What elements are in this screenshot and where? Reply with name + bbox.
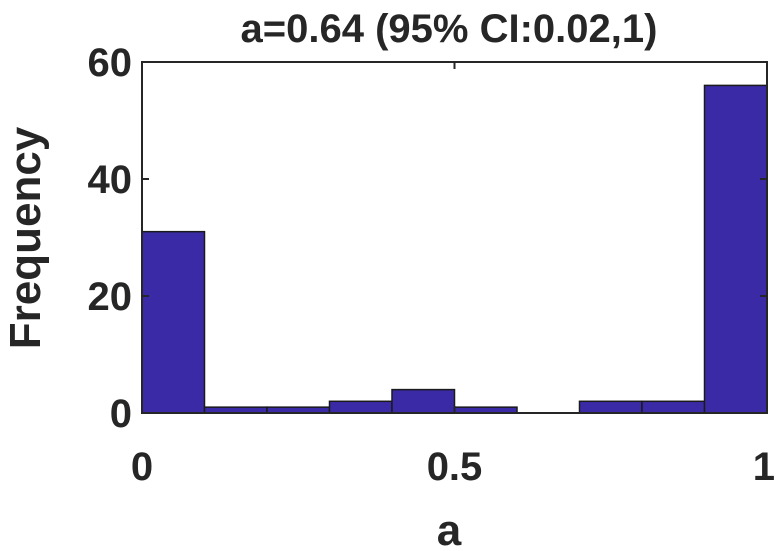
histogram-bar-5 [391,388,456,414]
x-tick-label: 0.5 [427,445,483,489]
y-axis-label: Frequency [1,126,50,349]
histogram-bar-10 [703,84,768,414]
x-tick-label: 1 [753,445,775,489]
histogram-bar-4 [328,400,393,414]
histogram-bar-9 [641,400,706,414]
x-tick-label: 0 [131,445,153,489]
y-tick-label: 60 [88,41,133,85]
x-axis-label: a [437,506,462,551]
bars-group [141,84,768,414]
chart-title: a=0.64 (95% CI:0.02,1) [241,7,658,51]
histogram-bar-1 [141,230,206,414]
y-tick-label: 20 [88,275,133,319]
histogram-bar-8 [578,400,643,414]
plot-frame [141,61,768,414]
y-tick-label: 40 [88,158,133,202]
y-tick-label: 0 [110,392,132,436]
axes-group: 0 20 40 60 0 0.5 1 [88,41,776,489]
